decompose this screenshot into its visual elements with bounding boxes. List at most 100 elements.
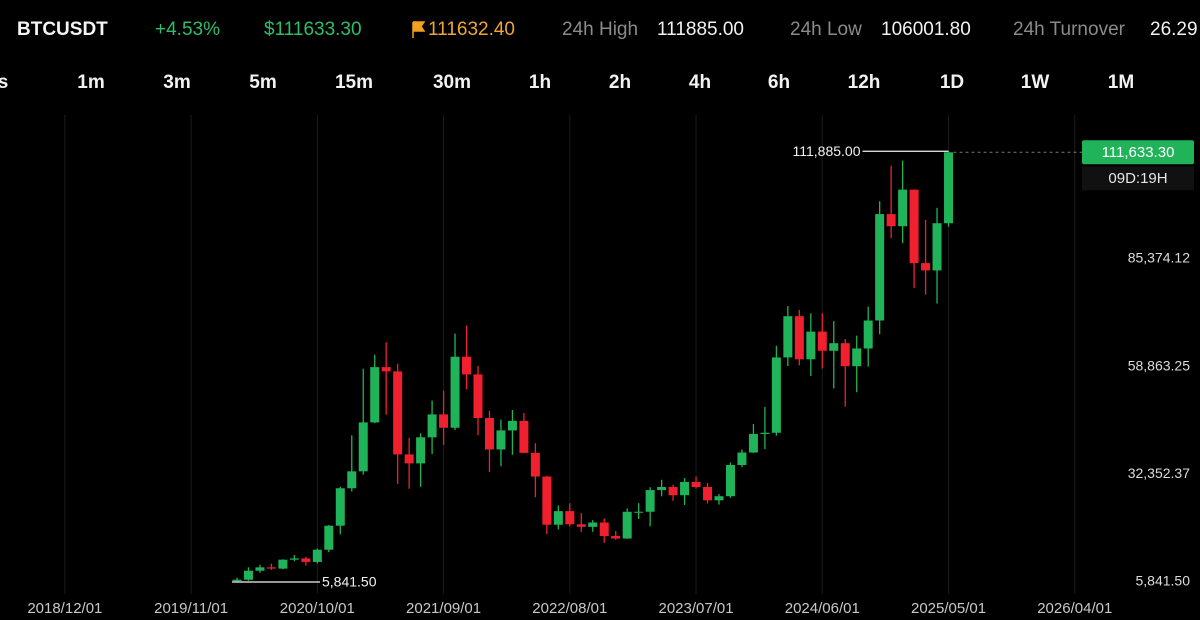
- candle-body: [530, 452, 540, 477]
- timeframe-tab[interactable]: 15m: [335, 72, 373, 93]
- candle-body: [312, 549, 322, 562]
- candle-body: [473, 374, 483, 419]
- candle-body: [634, 511, 644, 513]
- symbol[interactable]: BTCUSDT: [17, 19, 108, 40]
- candle-body: [404, 454, 414, 464]
- candle-body: [255, 567, 265, 571]
- candle: [243, 567, 253, 581]
- candle: [703, 482, 713, 504]
- x-tick-label: 2019/11/01: [154, 600, 228, 617]
- candle-body: [944, 152, 954, 224]
- candle-body: [852, 348, 862, 367]
- candle-body: [645, 490, 655, 512]
- candle: [771, 345, 781, 436]
- candle-body: [771, 357, 781, 433]
- timeframe-tab[interactable]: s: [0, 72, 8, 93]
- candle: [542, 475, 552, 535]
- timeframe-tab[interactable]: 1M: [1108, 72, 1134, 93]
- candle-body: [335, 488, 345, 526]
- candle-body: [266, 567, 276, 569]
- low-label: 24h Low: [790, 19, 862, 40]
- candle: [829, 321, 839, 389]
- candle-body: [760, 432, 770, 434]
- last-price: $111633.30: [264, 19, 362, 40]
- candle: [657, 479, 667, 497]
- timeframe-tab[interactable]: 5m: [249, 72, 276, 93]
- candle-body: [703, 486, 713, 501]
- candle: [404, 437, 414, 489]
- candle: [255, 564, 265, 573]
- high-value: 111885.00: [657, 19, 744, 40]
- candle: [645, 487, 655, 527]
- candle: [553, 505, 563, 530]
- timeframe-tab[interactable]: 12h: [848, 72, 881, 93]
- candle-body: [427, 414, 437, 438]
- candle-body: [599, 522, 609, 537]
- candle-body: [657, 486, 667, 491]
- candle-body: [507, 420, 517, 431]
- current-price-tag: [1082, 140, 1194, 165]
- candle-body: [691, 481, 701, 487]
- candle: [324, 525, 334, 553]
- candle-body: [909, 189, 919, 264]
- candle: [622, 508, 632, 539]
- timeframe-tab[interactable]: 1m: [77, 72, 104, 93]
- candle-body: [519, 420, 529, 453]
- candle-body: [806, 331, 816, 360]
- current-price-label: 111,633.30: [1102, 144, 1175, 161]
- x-tick-label: 2020/10/01: [280, 600, 355, 617]
- candle: [588, 520, 598, 532]
- timeframe-tab[interactable]: 1D: [940, 72, 964, 93]
- candle-body: [289, 558, 299, 560]
- candle: [932, 207, 942, 304]
- candle-body: [232, 579, 242, 582]
- candle: [335, 486, 345, 535]
- timeframe-tab[interactable]: 1W: [1021, 72, 1050, 93]
- candle: [794, 310, 804, 366]
- max-marker-label: 111,885.00: [793, 143, 861, 159]
- countdown-box: [1082, 166, 1194, 191]
- candle: [358, 368, 368, 475]
- flag-icon: [412, 21, 426, 38]
- candle: [576, 513, 586, 533]
- candle: [760, 406, 770, 450]
- timeframe-tab[interactable]: 30m: [433, 72, 471, 93]
- candle-body: [898, 189, 908, 227]
- timeframe-tab[interactable]: 4h: [689, 72, 711, 93]
- candle: [714, 494, 724, 505]
- candle: [680, 478, 690, 505]
- candle: [462, 325, 472, 390]
- candle-body: [324, 525, 334, 550]
- candle-body: [370, 367, 380, 423]
- candle-body: [462, 356, 472, 375]
- candle-body: [680, 481, 690, 496]
- timeframe-tab[interactable]: 3m: [163, 72, 190, 93]
- candle: [565, 503, 575, 527]
- y-tick-label: 5,841.50: [1136, 573, 1191, 589]
- candle: [875, 201, 885, 335]
- y-tick-label: 32,352.37: [1128, 465, 1190, 481]
- candle: [266, 563, 276, 570]
- candle-body: [622, 511, 632, 539]
- candle-body: [496, 430, 506, 450]
- candle-body: [553, 511, 563, 525]
- candle: [347, 435, 357, 492]
- timeframe-tab[interactable]: 6h: [768, 72, 790, 93]
- candle-body: [484, 418, 494, 450]
- x-tick-label: 2018/12/01: [27, 600, 102, 617]
- candle-body: [381, 367, 391, 372]
- timeframe-tab[interactable]: 1h: [529, 72, 551, 93]
- candle-body: [875, 214, 885, 321]
- candle: [416, 433, 426, 487]
- candle: [806, 313, 816, 377]
- candle: [944, 151, 954, 227]
- timeframe-tab[interactable]: 2h: [609, 72, 631, 93]
- candle: [668, 484, 678, 501]
- candle: [852, 335, 862, 393]
- candle-body: [829, 343, 839, 351]
- candle-body: [278, 559, 288, 569]
- candle: [691, 476, 701, 489]
- candle: [634, 503, 644, 520]
- y-tick-label: 58,863.25: [1128, 357, 1190, 373]
